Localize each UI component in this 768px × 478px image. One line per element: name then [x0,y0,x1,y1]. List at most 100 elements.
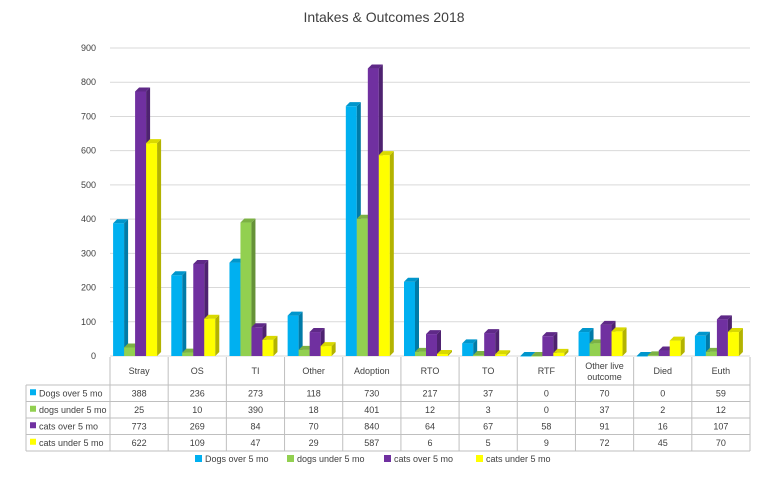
bar [484,329,500,356]
legend-key [30,438,36,445]
data-table: Stray OS TI Other Adoption RTO TO RTF Other live… [25,357,751,452]
x-tick-label: Other live outcome [585,361,624,382]
table-cell: 0 [544,388,549,398]
table-cell: 45 [658,438,668,448]
table-cell: 3 [486,405,491,415]
bar [204,314,220,356]
table-row-label: dogs under 5 mo [39,405,107,415]
x-tick-label: Stray [129,366,151,376]
table-cell: 29 [309,438,319,448]
table-cell: 773 [132,421,147,431]
legend-item: dogs under 5 mo [287,454,365,464]
bar [495,350,511,356]
y-tick-label: 0 [91,351,96,361]
legend-key [30,389,36,396]
y-tick-label: 500 [81,180,96,190]
bar [320,342,336,356]
table-cell: 622 [132,438,147,448]
table-cell: 16 [658,421,668,431]
bar [727,328,743,356]
legend-label: cats under 5 mo [486,454,551,464]
table-cell: 47 [250,438,260,448]
table-cell: 587 [364,438,379,448]
table-cell: 12 [716,405,726,415]
table-cell: 0 [660,388,665,398]
bars [113,64,743,357]
x-tick-label: RTO [421,366,440,376]
legend-key [30,405,36,412]
bar [437,349,452,356]
bar [636,352,652,357]
x-tick-label: OS [191,366,204,376]
bar [240,218,256,356]
table-cell: 269 [190,421,205,431]
table-cell: 59 [716,388,726,398]
chart-title: Intakes & Outcomes 2018 [303,9,464,25]
table-cell: 217 [422,388,437,398]
y-tick-label: 300 [81,248,96,258]
table-cell: 25 [134,405,144,415]
table-cell: 118 [306,388,320,398]
x-tick-label: Died [653,366,672,376]
table-row-label: Dogs over 5 mo [39,388,103,398]
y-tick-label: 600 [81,146,96,156]
x-tick-label: Other [302,366,325,376]
table-cell: 9 [544,438,549,448]
table-cell: 70 [309,421,319,431]
table-cell: 390 [248,405,263,415]
bar [669,336,685,356]
table-cell: 388 [132,388,147,398]
table-cell: 91 [600,421,610,431]
table-row-label: cats under 5 mo [39,438,104,448]
table-cell: 0 [544,405,549,415]
legend-label: dogs under 5 mo [297,454,365,464]
legend: Dogs over 5 mo dogs under 5 mo cats over 5… [195,454,551,464]
table-cell: 64 [425,421,435,431]
table-cell: 70 [716,438,726,448]
y-tick-label: 800 [81,77,96,87]
table-cell: 236 [190,388,205,398]
table-cell: 58 [541,421,551,431]
legend-item: Dogs over 5 mo [195,454,269,464]
table-cell: 12 [425,405,435,415]
legend-item: cats over 5 mo [384,454,453,464]
table-cell: 18 [309,405,319,415]
y-tick-label: 900 [81,43,96,53]
bar [262,335,278,356]
table-cell: 10 [192,405,202,415]
table-cell: 5 [486,438,491,448]
bar [426,330,441,356]
y-tick-label: 400 [81,214,96,224]
bar [611,327,627,356]
table-cell: 84 [250,421,260,431]
x-tick-label: Euth [712,366,731,376]
y-axis: 0 100 200 300 400 500 600 700 800 900 [81,43,96,361]
legend-label: Dogs over 5 mo [205,454,269,464]
y-tick-label: 700 [81,111,96,121]
table-row-label: cats over 5 mo [39,421,98,431]
table-cell: 72 [600,438,610,448]
y-tick-label: 100 [81,317,96,327]
bar [378,151,394,356]
x-tick-label: RTF [538,366,556,376]
x-tick-label: TO [482,366,494,376]
table-cell: 6 [427,438,432,448]
legend-swatch [287,455,294,462]
y-tick-label: 200 [81,283,96,293]
table-cell: 109 [190,438,205,448]
table-cell: 730 [364,388,379,398]
table-cell: 70 [600,388,610,398]
table-cell: 2 [660,405,665,415]
legend-swatch [476,455,483,462]
legend-label: cats over 5 mo [394,454,453,464]
table-cell: 107 [713,421,728,431]
legend-swatch [195,455,202,462]
table-cell: 273 [248,388,263,398]
bar [113,219,129,356]
bar [553,348,569,356]
x-tick-label: TI [251,366,259,376]
legend-key [30,422,36,429]
bar [171,271,187,356]
legend-swatch [384,455,391,462]
bar [404,277,419,356]
